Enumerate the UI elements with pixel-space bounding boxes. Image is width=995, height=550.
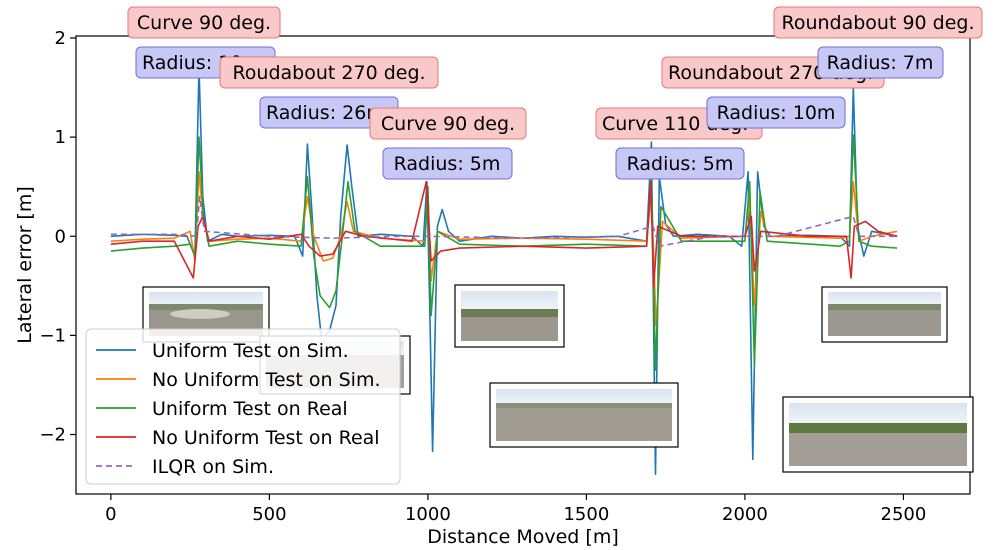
svg-text:Uniform Test on Sim.: Uniform Test on Sim.: [152, 340, 349, 362]
x-axis-ticks: 0 500 1000 1500 2000 2500: [105, 494, 926, 525]
x-tick-label: 0: [105, 504, 116, 525]
y-tick-label: 2: [55, 28, 66, 49]
annotation-roundabout-90: Roundabout 90 deg.: [773, 6, 983, 39]
series-layer: [110, 66, 898, 476]
y-tick-label: 0: [55, 226, 66, 247]
legend-entry-no-uniform-real: No Uniform Test on Real: [96, 427, 380, 449]
road-photo-3: [454, 284, 565, 348]
x-tick-label: 1000: [405, 504, 451, 525]
svg-text:Roudabout 270 deg.: Roudabout 270 deg.: [232, 62, 425, 84]
svg-text:Radius: 5m: Radius: 5m: [394, 153, 501, 175]
series-line-2: [110, 134, 898, 371]
svg-text:Roundabout 90 deg.: Roundabout 90 deg.: [781, 12, 974, 34]
legend: Uniform Test on Sim. No Uniform Test on …: [85, 328, 401, 485]
series-line-4: [110, 195, 898, 247]
svg-text:No Uniform Test on Sim.: No Uniform Test on Sim.: [152, 369, 381, 391]
road-photo-5: [821, 286, 948, 343]
svg-text:No Uniform Test on Real: No Uniform Test on Real: [152, 427, 380, 449]
annotation-roundabout-270-a: Roudabout 270 deg.: [219, 56, 439, 89]
x-tick-label: 2500: [881, 504, 927, 525]
y-tick-label: −2: [39, 425, 66, 446]
annotation-radius-5m-b: Radius: 5m: [615, 147, 745, 180]
annotation-radius-7m: Radius: 7m: [817, 46, 944, 79]
svg-text:Radius: 5m: Radius: 5m: [627, 153, 734, 175]
legend-entry-uniform-sim: Uniform Test on Sim.: [96, 340, 349, 362]
y-tick-label: −1: [39, 325, 66, 346]
annotation-radius-10m-b: Radius: 10m: [706, 96, 846, 129]
y-axis-label: Lateral error [m]: [14, 186, 36, 344]
legend-entry-uniform-real: Uniform Test on Real: [96, 398, 348, 420]
series-line-3: [110, 180, 898, 289]
annotation-curve-90-b: Curve 90 deg.: [369, 107, 527, 140]
legend-entry-ilqr-sim: ILQR on Sim.: [96, 456, 274, 478]
svg-text:Curve 90 deg.: Curve 90 deg.: [137, 12, 271, 34]
svg-text:Radius: 26m: Radius: 26m: [266, 102, 385, 124]
svg-text:Curve 90 deg.: Curve 90 deg.: [381, 113, 515, 135]
x-tick-label: 500: [252, 504, 286, 525]
y-axis-ticks: −2 −1 0 1 2: [39, 28, 76, 446]
annotation-curve-90-a: Curve 90 deg.: [127, 6, 281, 39]
legend-entry-no-uniform-sim: No Uniform Test on Sim.: [96, 369, 381, 391]
x-tick-label: 2000: [722, 504, 768, 525]
svg-text:Uniform Test on Real: Uniform Test on Real: [152, 398, 348, 420]
svg-text:Radius: 7m: Radius: 7m: [827, 52, 934, 74]
svg-text:ILQR on Sim.: ILQR on Sim.: [152, 456, 274, 478]
road-photo-6: [782, 396, 974, 473]
y-tick-label: 1: [55, 127, 66, 148]
x-tick-label: 1500: [563, 504, 609, 525]
x-axis-label: Distance Moved [m]: [427, 526, 619, 548]
road-photo-4: [489, 382, 679, 448]
annotation-radius-5m-a: Radius: 5m: [382, 147, 513, 180]
svg-text:Radius: 10m: Radius: 10m: [717, 102, 836, 124]
